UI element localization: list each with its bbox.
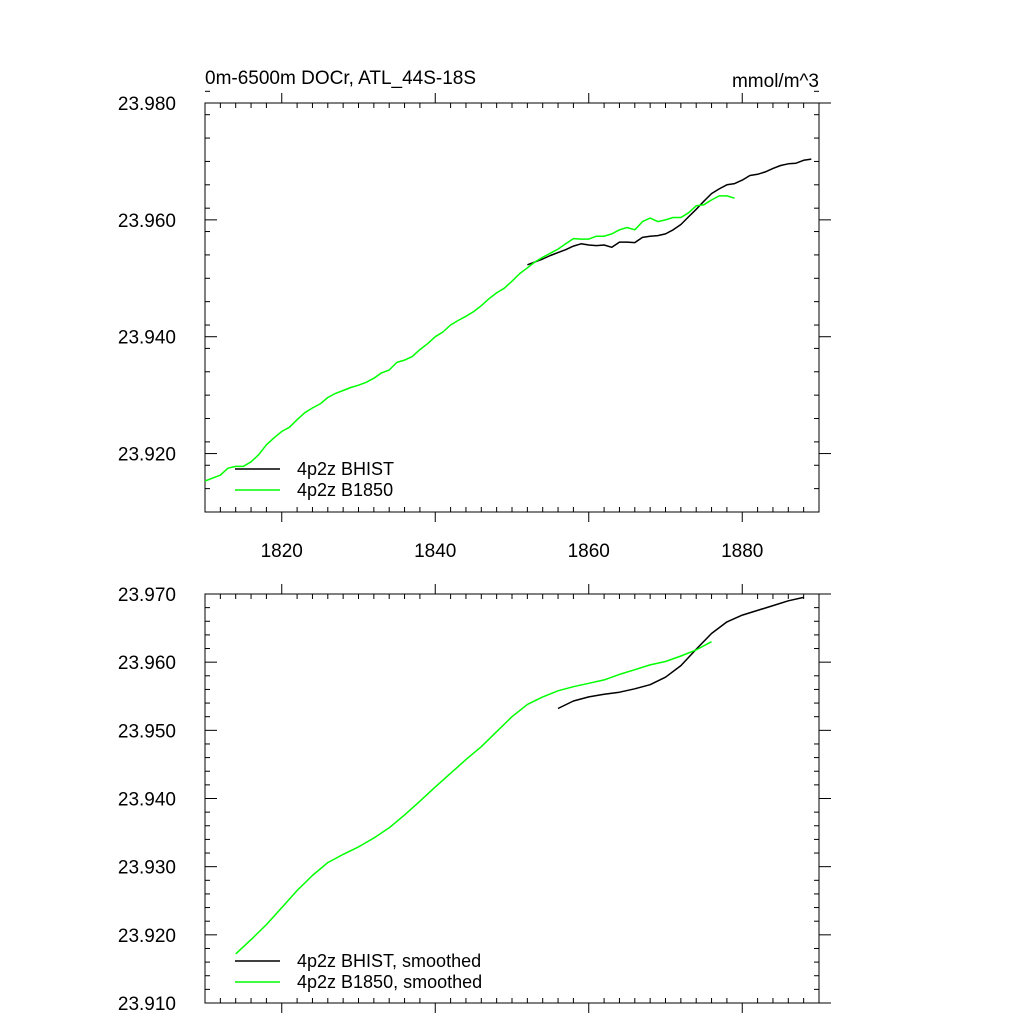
top-legend-label-b1850: 4p2z B1850 xyxy=(297,480,393,500)
bottom-legend-label-b1850: 4p2z B1850, smoothed xyxy=(297,972,482,992)
x-tick-label: 1880 xyxy=(721,541,763,562)
top-legend: 4p2z BHIST 4p2z B1850 xyxy=(235,459,394,500)
top-chart-panel: 0m-6500m DOCr, ATL_44S-18S mmol/m^3 1820… xyxy=(118,68,831,562)
y-tick-label: 23.950 xyxy=(118,721,176,742)
series-line-b1850 xyxy=(204,195,735,482)
series-line-bhist xyxy=(527,158,812,266)
bottom-legend: 4p2z BHIST, smoothed 4p2z B1850, smoothe… xyxy=(235,951,482,992)
y-tick-label: 23.910 xyxy=(118,994,176,1015)
x-tick-label: 1840 xyxy=(414,541,456,562)
x-tick-label: 1860 xyxy=(568,541,610,562)
y-tick-label: 23.940 xyxy=(118,790,176,811)
top-legend-label-bhist: 4p2z BHIST xyxy=(297,459,394,479)
series-line-bhist xyxy=(557,596,804,710)
y-tick-label: 23.960 xyxy=(118,653,176,674)
y-tick-label: 23.980 xyxy=(118,94,176,115)
y-tick-label: 23.930 xyxy=(118,858,176,879)
x-tick-label: 1820 xyxy=(261,541,303,562)
top-chart-units: mmol/m^3 xyxy=(732,71,819,92)
series-line-b1850 xyxy=(235,641,712,955)
bottom-chart-panel: 23.910 23.920 23.930 23.940 23.950 23.960 23.9… xyxy=(118,584,831,1015)
bottom-legend-label-bhist: 4p2z BHIST, smoothed xyxy=(297,951,481,971)
y-tick-label: 23.960 xyxy=(118,211,176,232)
y-tick-label: 23.920 xyxy=(118,926,176,947)
bottom-plot-frame xyxy=(204,593,820,1004)
top-chart-title: 0m-6500m DOCr, ATL_44S-18S xyxy=(205,68,476,89)
y-tick-label: 23.970 xyxy=(118,585,176,606)
y-tick-label: 23.920 xyxy=(118,445,176,466)
top-plot-frame xyxy=(204,102,820,513)
y-tick-label: 23.940 xyxy=(118,328,176,349)
